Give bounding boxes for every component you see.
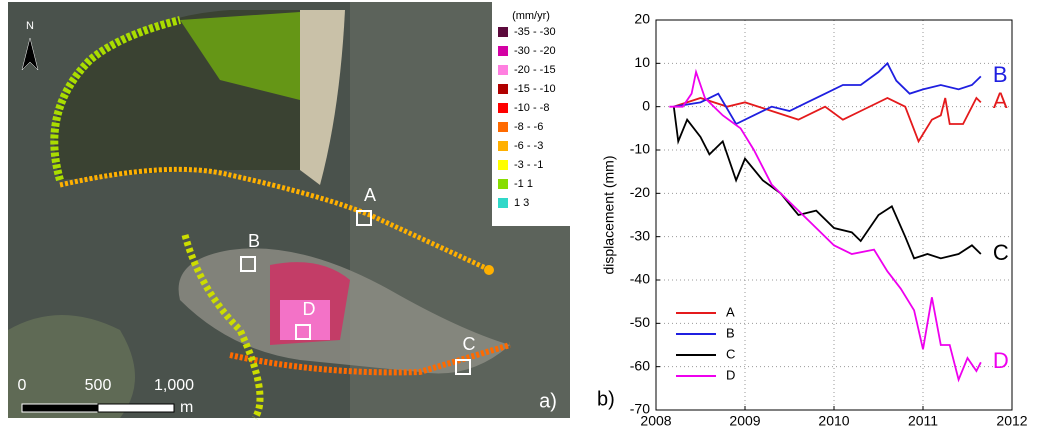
legend-label: A — [726, 304, 735, 319]
y-axis-label: displacement (mm) — [601, 155, 617, 274]
legend-label: C — [726, 346, 735, 361]
marker-label: D — [303, 299, 316, 319]
scale-label: 0 — [18, 377, 27, 394]
legend-swatch — [498, 84, 508, 94]
legend-label: -15 - -10 — [514, 83, 556, 95]
legend-label: -8 - -6 — [514, 121, 543, 133]
marker-label: A — [364, 185, 376, 205]
scale-label: m — [180, 399, 193, 416]
series-end-label: A — [993, 88, 1008, 113]
y-tick-label: -50 — [630, 314, 650, 330]
legend-label: -10 - -8 — [514, 102, 549, 114]
x-tick-label: 2012 — [996, 413, 1027, 426]
series-end-label: D — [993, 348, 1009, 373]
legend-swatch — [498, 65, 508, 75]
series-end-label: C — [993, 240, 1009, 265]
legend-label: -20 - -15 — [514, 64, 556, 76]
map-image — [8, 2, 570, 418]
north-label: N — [26, 20, 34, 32]
y-tick-label: -20 — [630, 184, 650, 200]
y-tick-label: -60 — [630, 357, 650, 373]
scale-label: 500 — [85, 377, 112, 394]
panel-label: a) — [539, 390, 557, 412]
y-tick-label: 0 — [642, 97, 650, 113]
legend-label: -30 - -20 — [514, 45, 556, 57]
legend-label: -3 - -1 — [514, 159, 543, 171]
y-tick-label: 20 — [634, 11, 650, 27]
series-end-label: B — [993, 62, 1008, 87]
legend-swatch — [498, 160, 508, 170]
x-tick-label: 2010 — [818, 413, 849, 426]
legend-swatch — [498, 122, 508, 132]
map-legend-title: (mm/yr) — [512, 10, 550, 22]
legend-swatch — [498, 27, 508, 37]
y-tick-label: -10 — [630, 141, 650, 157]
legend-label: B — [726, 325, 735, 340]
series-line — [674, 98, 981, 141]
legend-label: -35 - -30 — [514, 26, 556, 38]
legend-label: -1 1 — [514, 178, 533, 190]
figure: N 0 500 1,000 m a) (mm/yr) -35 - -30 -30 … — [0, 0, 1061, 426]
legend-swatch — [498, 103, 508, 113]
y-tick-label: -40 — [630, 271, 650, 287]
y-tick-label: -30 — [630, 227, 650, 243]
scale-label: 1,000 — [154, 377, 194, 394]
plot-frame — [656, 20, 1012, 410]
legend-swatch — [498, 179, 508, 189]
y-tick-label: 10 — [634, 54, 650, 70]
marker-label: C — [463, 334, 476, 354]
legend-label: -6 - -3 — [514, 140, 543, 152]
series-line — [674, 63, 981, 124]
x-tick-label: 2011 — [908, 413, 938, 426]
x-tick-label: 2009 — [729, 413, 760, 426]
marker-label: B — [248, 231, 260, 251]
panel-label: b) — [597, 388, 615, 410]
legend-label: 1 3 — [514, 197, 529, 209]
legend-label: D — [726, 367, 735, 382]
legend-swatch — [498, 46, 508, 56]
x-tick-label: 2008 — [640, 413, 671, 426]
legend-swatch — [498, 141, 508, 151]
legend-swatch — [498, 198, 508, 208]
series-line — [674, 107, 981, 259]
